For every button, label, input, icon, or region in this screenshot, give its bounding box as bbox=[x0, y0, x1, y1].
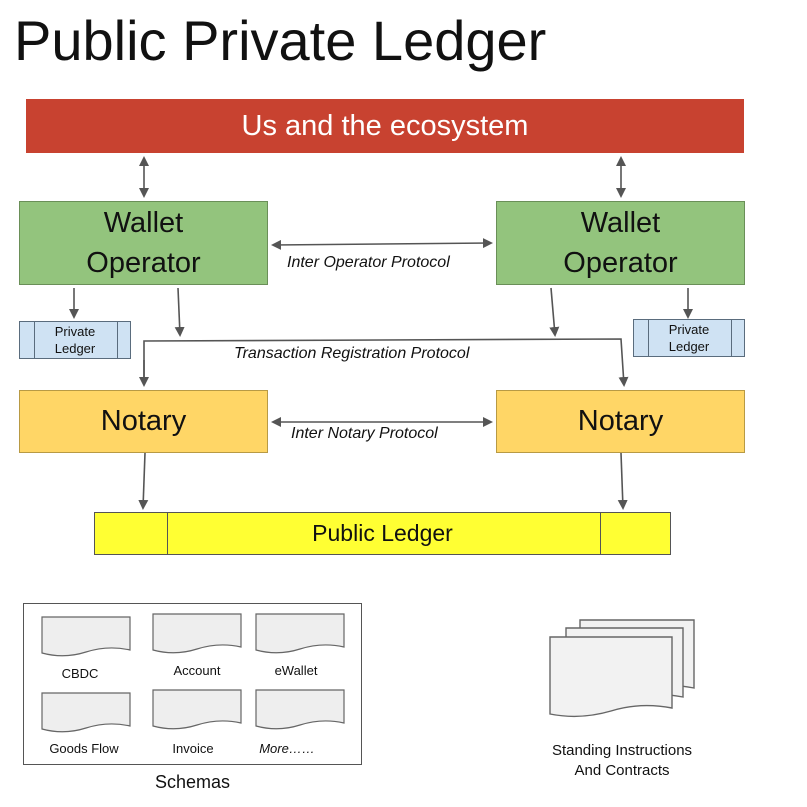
private-ledger-line1: Private bbox=[54, 324, 96, 339]
public-ledger: Public Ledger bbox=[94, 512, 671, 555]
private-ledger-left: Private Ledger bbox=[19, 321, 131, 359]
arrow-right-operator-to-registration bbox=[549, 287, 560, 337]
notary-label: Notary bbox=[100, 405, 187, 437]
ecosystem-banner: Us and the ecosystem bbox=[26, 99, 744, 153]
page-title: Public Private Ledger bbox=[14, 9, 547, 72]
standing-instructions-line2: And Contracts bbox=[574, 762, 670, 779]
wallet-operator-right: Wallet Operator bbox=[496, 201, 745, 285]
standing-instructions-line1: Standing Instructions bbox=[551, 742, 693, 759]
wallet-operator-line2: Operator bbox=[86, 247, 201, 279]
arrow-left-notary-to-public-ledger bbox=[138, 452, 149, 510]
transaction-registration-protocol-label: Transaction Registration Protocol bbox=[234, 345, 470, 362]
cbdc-document-icon bbox=[41, 616, 131, 657]
wallet-operator-left: Wallet Operator bbox=[19, 201, 268, 285]
private-ledger-line2: Ledger bbox=[54, 341, 96, 356]
account-document-icon bbox=[152, 613, 242, 654]
ewallet-document-icon bbox=[255, 613, 345, 654]
wallet-operator-line1: Wallet bbox=[103, 207, 184, 239]
arrow-right-notary-to-public-ledger bbox=[617, 452, 628, 510]
more-document-icon bbox=[255, 689, 345, 730]
schema-label-ewallet: eWallet bbox=[274, 663, 318, 678]
schema-label-cbdc: CBDC bbox=[61, 666, 99, 681]
private-ledger-right: Private Ledger bbox=[633, 319, 745, 357]
public-ledger-label: Public Ledger bbox=[312, 520, 453, 546]
notary-left: Notary bbox=[19, 390, 268, 453]
schema-label-goods-flow: Goods Flow bbox=[49, 741, 119, 756]
schema-label-invoice: Invoice bbox=[172, 741, 214, 756]
ecosystem-label: Us and the ecosystem bbox=[241, 109, 529, 142]
stacked-document-icon-front bbox=[549, 636, 673, 718]
invoice-document-icon bbox=[152, 689, 242, 730]
wallet-operator-line2: Operator bbox=[563, 247, 678, 279]
inter-operator-protocol-label: Inter Operator Protocol bbox=[287, 254, 450, 271]
schema-label-account: Account bbox=[173, 663, 221, 678]
notary-right: Notary bbox=[496, 390, 745, 453]
notary-label: Notary bbox=[577, 405, 664, 437]
private-ledger-line2: Ledger bbox=[668, 339, 710, 354]
wallet-operator-line1: Wallet bbox=[580, 207, 661, 239]
goods-flow-document-icon bbox=[41, 692, 131, 733]
schema-label-more: More…… bbox=[259, 741, 315, 756]
arrow-inter-operator bbox=[271, 238, 493, 250]
standing-instructions-caption: Standing Instructions And Contracts bbox=[522, 741, 722, 781]
inter-notary-protocol-label: Inter Notary Protocol bbox=[291, 425, 438, 442]
private-ledger-line1: Private bbox=[668, 322, 710, 337]
arrow-left-operator-to-registration bbox=[174, 287, 185, 337]
schemas-caption: Schemas bbox=[154, 772, 231, 792]
